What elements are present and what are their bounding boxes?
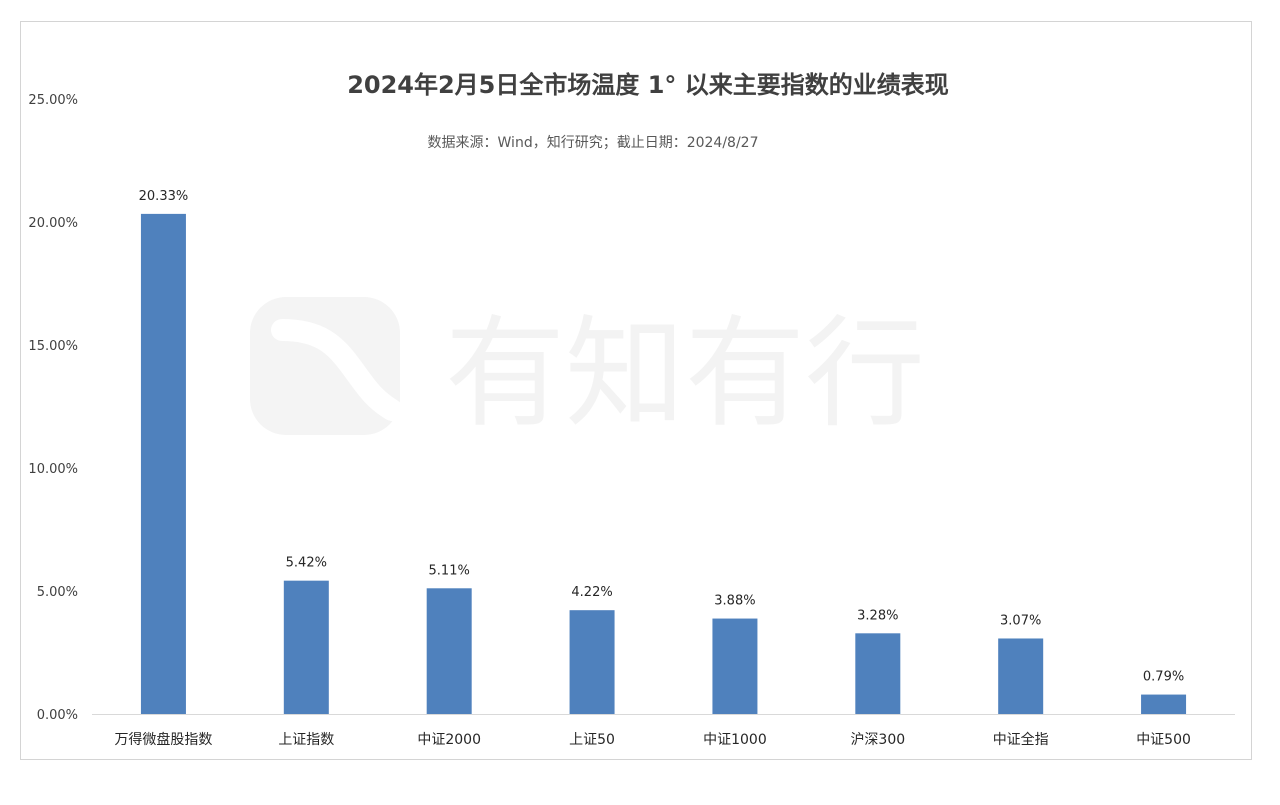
bar (426, 588, 472, 714)
x-tick-label: 中证全指 (993, 731, 1049, 748)
y-tick-label: 5.00% (37, 585, 78, 600)
x-tick-label: 中证2000 (417, 732, 481, 748)
chart-subtitle: 数据来源：Wind，知行研究；截止日期：2024/8/27 (428, 134, 759, 151)
data-label: 3.88% (714, 594, 755, 609)
data-label: 5.11% (429, 563, 470, 578)
bar (283, 580, 329, 714)
bar (1141, 694, 1187, 714)
x-tick-label: 中证1000 (703, 732, 767, 748)
data-label: 3.07% (1000, 613, 1041, 628)
watermark-logo (250, 297, 400, 435)
chart-title: 2024年2月5日全市场温度 1° 以来主要指数的业绩表现 (347, 71, 949, 99)
y-tick-label: 0.00% (37, 708, 78, 723)
y-tick-label: 25.00% (28, 93, 78, 108)
x-axis: 万得微盘股指数 上证指数 中证2000 上证50 中证1000 沪深300 中证全指 中证50… (114, 731, 1190, 748)
data-label: 0.79% (1143, 670, 1184, 685)
chart-frame (20, 21, 1252, 760)
y-tick-label: 15.00% (28, 339, 78, 354)
y-axis: 0.00% 5.00% 10.00% 15.00% 20.00% 25.00% (28, 93, 78, 723)
data-label: 20.33% (139, 189, 189, 204)
x-tick-label: 上证50 (569, 732, 615, 748)
x-tick-label: 沪深300 (850, 732, 905, 748)
watermark: 有知有行 (250, 297, 925, 444)
y-tick-label: 20.00% (28, 216, 78, 231)
x-tick-label: 上证指数 (278, 732, 334, 748)
data-label: 4.22% (571, 585, 612, 600)
data-label: 3.28% (857, 608, 898, 623)
x-tick-label: 中证500 (1136, 732, 1191, 748)
bars (140, 213, 1187, 714)
bar (712, 618, 758, 714)
watermark-logo-stroke (271, 319, 403, 421)
y-tick-label: 10.00% (28, 462, 78, 477)
bar (140, 213, 186, 714)
x-tick-label: 万得微盘股指数 (114, 731, 212, 748)
watermark-text: 有知有行 (445, 305, 925, 444)
bar (855, 633, 901, 714)
bar (998, 638, 1044, 714)
data-label: 5.42% (286, 556, 327, 571)
bar (569, 610, 615, 714)
data-labels: 20.33% 5.42% 5.11% 4.22% 3.88% 3.28% 3.07% 0.79… (139, 189, 1185, 685)
